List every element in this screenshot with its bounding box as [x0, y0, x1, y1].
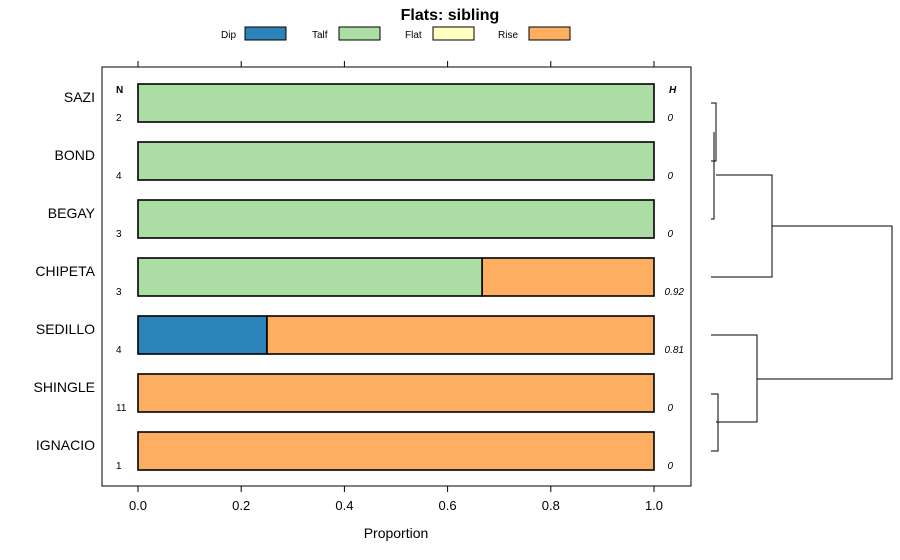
legend-swatch-rise [528, 26, 571, 41]
bar-row-shingle: SHINGLE 11 0 [34, 373, 673, 414]
x-tick-label: 1.0 [645, 498, 663, 513]
dendrogram-branch [711, 393, 719, 452]
h-value: 0 [667, 171, 673, 182]
bar-row-sedillo: SEDILLO 4 0.81 [36, 315, 684, 356]
dendrogram-branch [711, 132, 715, 220]
bar-segment-rise [137, 373, 655, 413]
bar-segment-talf [137, 199, 655, 239]
h-value: 0.81 [665, 345, 684, 356]
x-tick-label: 0.0 [129, 498, 147, 513]
dendrogram-branch [711, 174, 773, 278]
bar-segment-dip [137, 315, 268, 355]
x-tick-label: 0.8 [542, 498, 560, 513]
h-value: 0.92 [665, 287, 685, 298]
dendrogram [711, 102, 893, 452]
h-column-header: H [669, 85, 677, 96]
bar-segment-talf [137, 257, 483, 297]
x-tick-label: 0.2 [232, 498, 250, 513]
x-tick-label: 0.4 [335, 498, 353, 513]
bar-row-sazi: SAZI 2 0 [64, 83, 673, 124]
bar-segment-rise [481, 257, 655, 297]
n-value: 4 [116, 345, 122, 356]
dendrogram-branch [757, 225, 893, 380]
bar-segment-rise [266, 315, 655, 355]
n-value: 3 [116, 229, 122, 240]
legend: Dip Talf Flat Rise [221, 26, 571, 41]
row-label: BEGAY [48, 205, 96, 221]
x-tick-label: 0.6 [439, 498, 457, 513]
h-value: 0 [667, 113, 673, 124]
bar-row-begay: BEGAY 3 0 [48, 199, 673, 240]
n-value: 4 [116, 171, 122, 182]
legend-label-flat: Flat [405, 30, 422, 41]
n-column-header: N [116, 85, 123, 96]
legend-label-rise: Rise [498, 30, 518, 41]
bar-rows: SAZI 2 0 BOND 4 0 BEGAY 3 0 CHIPETA 3 0.92 SEDILLO 4 0… [34, 83, 685, 472]
n-value: 2 [116, 113, 122, 124]
top-axis-ticks [137, 61, 655, 67]
bar-segment-talf [137, 141, 655, 181]
legend-label-talf: Talf [312, 30, 328, 41]
n-value: 1 [116, 461, 122, 472]
row-label: CHIPETA [35, 263, 95, 279]
bar-row-ignacio: IGNACIO 1 0 [36, 431, 673, 472]
bar-row-chipeta: CHIPETA 3 0.92 [35, 257, 685, 298]
bar-row-bond: BOND 4 0 [55, 141, 673, 182]
x-axis: 0.0 0.2 0.4 0.6 0.8 1.0 [129, 486, 663, 513]
h-value: 0 [667, 229, 673, 240]
x-axis-label: Proportion [364, 525, 429, 541]
row-label: SEDILLO [36, 321, 95, 337]
n-value: 11 [116, 403, 127, 414]
plot-panel [101, 66, 692, 487]
legend-swatch-talf [338, 26, 381, 41]
legend-label-dip: Dip [221, 30, 236, 41]
h-value: 0 [667, 461, 673, 472]
row-label: IGNACIO [36, 437, 95, 453]
row-label: SAZI [64, 89, 95, 105]
chart-title: Flats: sibling [401, 7, 500, 24]
legend-swatch-dip [244, 26, 287, 41]
row-label: BOND [55, 147, 95, 163]
row-label: SHINGLE [34, 379, 95, 395]
n-value: 3 [116, 287, 122, 298]
legend-swatch-flat [432, 26, 475, 41]
bar-segment-talf [137, 83, 655, 123]
bar-segment-rise [137, 431, 655, 471]
h-value: 0 [667, 403, 673, 414]
